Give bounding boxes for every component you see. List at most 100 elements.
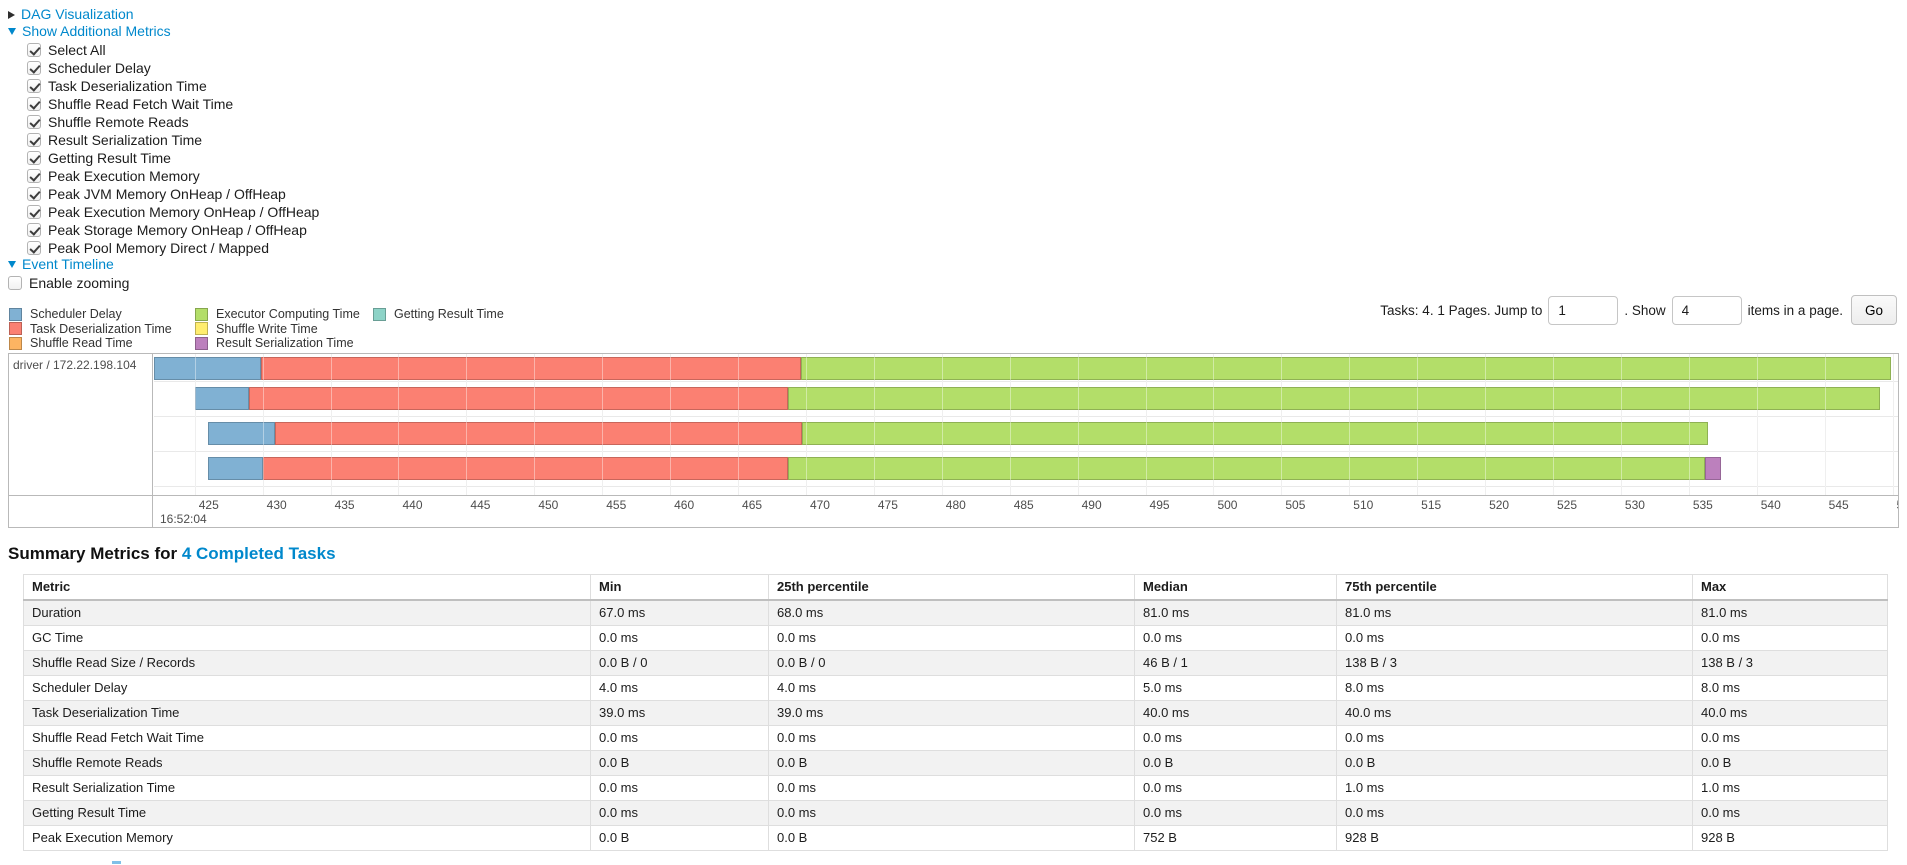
- legend-label: Shuffle Read Time: [30, 336, 133, 351]
- gridline-overlay: [873, 354, 875, 495]
- additional-metrics-checkbox-list: Select All Scheduler Delay Task Deserializ…: [8, 40, 1899, 257]
- metric-value-cell: 0.0 ms: [1134, 625, 1337, 651]
- metric-name-cell: Shuffle Remote Reads: [23, 750, 591, 776]
- dag-visualization-label: DAG Visualization: [21, 6, 134, 22]
- metric-value-cell: 0.0 ms: [768, 625, 1135, 651]
- axis-tick-label: 505: [1285, 498, 1306, 512]
- metric-value-cell: 0.0 ms: [1336, 800, 1693, 826]
- metric-value-cell: 81.0 ms: [1692, 599, 1888, 626]
- dag-visualization-toggle[interactable]: DAG Visualization: [8, 6, 1899, 23]
- timeline-controls: Scheduler Delay Task Deserialization Time…: [8, 291, 1899, 353]
- checkbox-row: Result Serialization Time: [27, 131, 1899, 149]
- metric-value-cell: 0.0 B: [1134, 750, 1337, 776]
- checkbox-row: Peak JVM Memory OnHeap / OffHeap: [27, 185, 1899, 203]
- metric-checkbox[interactable]: [27, 241, 41, 255]
- metric-value-cell: 0.0 ms: [768, 800, 1135, 826]
- axis-tick-label: 470: [809, 498, 830, 512]
- metric-value-cell: 0.0 ms: [1692, 800, 1888, 826]
- metric-checkbox-label: Select All: [48, 42, 106, 58]
- timeline-axis: 16:52:04 425 430 435 440 445 450 455 460 465 470 4…: [154, 496, 1898, 528]
- timeline-bar-segment-scheduler-delay: [154, 357, 262, 380]
- executor-row-label: driver / 172.22.198.104: [13, 358, 137, 372]
- checkbox-row: Peak Execution Memory OnHeap / OffHeap: [27, 203, 1899, 221]
- metric-name-cell: Scheduler Delay: [23, 675, 591, 701]
- legend-column: Executor Computing Time Shuffle Write Tim…: [195, 307, 373, 351]
- gridline-overlay: [1485, 354, 1487, 495]
- enable-zooming-checkbox[interactable]: [8, 275, 22, 290]
- summary-metrics-table: Metric Min 25th percentile Median 75th perce…: [23, 574, 1888, 851]
- gridline-overlay: [1349, 354, 1351, 495]
- metric-value-cell: 81.0 ms: [1134, 599, 1337, 626]
- table-row: Shuffle Remote Reads 0.0 B 0.0 B 0.0 B 0.0 B…: [23, 750, 1888, 776]
- axis-tick-label: 490: [1081, 498, 1102, 512]
- table-row: GC Time 0.0 ms 0.0 ms 0.0 ms 0.0 ms 0.0 ms: [23, 625, 1888, 651]
- metric-checkbox[interactable]: [27, 79, 41, 93]
- metric-value-cell: 0.0 B: [590, 825, 769, 851]
- metric-value-cell: 39.0 ms: [590, 700, 769, 726]
- axis-tick-label: 535: [1692, 498, 1713, 512]
- legend-label: Executor Computing Time: [216, 307, 360, 322]
- axis-tick-label: 425: [198, 498, 219, 512]
- axis-tick-label: 480: [945, 498, 966, 512]
- timeline-group-label-column: driver / 172.22.198.104: [9, 354, 153, 527]
- metric-checkbox[interactable]: [27, 223, 41, 237]
- completed-tasks-link[interactable]: 4 Completed Tasks: [181, 544, 336, 563]
- gridline-overlay: [602, 354, 604, 495]
- enable-zooming-label: Enable zooming: [29, 274, 130, 291]
- gridline-overlay: [1892, 354, 1894, 495]
- table-row: Task Deserialization Time 39.0 ms 39.0 ms 4…: [23, 700, 1888, 726]
- items-per-page-input[interactable]: [1671, 295, 1742, 325]
- executor-computing-swatch-icon: [195, 307, 208, 321]
- table-header-row: Metric Min 25th percentile Median 75th perce…: [23, 574, 1888, 601]
- legend-item: Executor Computing Time: [195, 307, 373, 322]
- event-timeline-label: Event Timeline: [22, 256, 114, 272]
- event-timeline-toggle[interactable]: Event Timeline: [8, 257, 1899, 272]
- metric-checkbox[interactable]: [27, 97, 41, 111]
- checkbox-row: Select All: [27, 41, 1899, 59]
- metric-checkbox[interactable]: [27, 187, 41, 201]
- metric-value-cell: 8.0 ms: [1692, 675, 1888, 701]
- metric-name-cell: Shuffle Read Fetch Wait Time: [23, 725, 591, 751]
- legend-column: Scheduler Delay Task Deserialization Time…: [9, 307, 195, 351]
- scheduler-delay-swatch-icon: [9, 307, 22, 321]
- metric-value-cell: 67.0 ms: [590, 599, 769, 626]
- metric-value-cell: 0.0 ms: [1336, 725, 1693, 751]
- metric-checkbox[interactable]: [27, 115, 41, 129]
- timeline-plot-area: [154, 354, 1898, 495]
- legend-item: Scheduler Delay: [9, 307, 195, 322]
- axis-tick-label: 540: [1760, 498, 1781, 512]
- timeline-bar-segment-scheduler-delay: [208, 422, 275, 445]
- metric-checkbox-label: Peak Storage Memory OnHeap / OffHeap: [48, 222, 307, 238]
- legend-label: Scheduler Delay: [30, 307, 122, 322]
- gridline-overlay: [194, 354, 196, 495]
- legend-label: Task Deserialization Time: [30, 321, 172, 336]
- jump-to-page-input[interactable]: [1548, 295, 1619, 325]
- metric-checkbox[interactable]: [27, 133, 41, 147]
- metric-value-cell: 5.0 ms: [1134, 675, 1337, 701]
- legend-item: Shuffle Write Time: [195, 322, 373, 337]
- legend-item: Task Deserialization Time: [9, 322, 195, 337]
- metric-checkbox[interactable]: [27, 169, 41, 183]
- timeline-axis-line: [9, 495, 1898, 496]
- table-column-header: Median: [1134, 574, 1337, 601]
- metric-checkbox[interactable]: [27, 61, 41, 75]
- axis-tick-label: 475: [877, 498, 898, 512]
- timeline-bar-segment-deserialization: [274, 422, 802, 445]
- table-column-header: 75th percentile: [1336, 574, 1693, 601]
- axis-tick-label: 545: [1828, 498, 1849, 512]
- metric-checkbox[interactable]: [27, 151, 41, 165]
- gridline-overlay: [738, 354, 740, 495]
- go-button[interactable]: Go: [1850, 295, 1897, 325]
- metric-checkbox-label: Scheduler Delay: [48, 60, 151, 76]
- metric-value-cell: 46 B / 1: [1134, 650, 1337, 676]
- axis-tick-label: 495: [1149, 498, 1170, 512]
- metric-name-cell: GC Time: [23, 625, 591, 651]
- metric-value-cell: 0.0 B: [1692, 750, 1888, 776]
- gridline-overlay: [1213, 354, 1215, 495]
- metric-value-cell: 0.0 ms: [590, 625, 769, 651]
- timeline-bar-segment-executor-computing: [788, 387, 1881, 410]
- metric-checkbox[interactable]: [27, 43, 41, 57]
- metric-value-cell: 1.0 ms: [1336, 775, 1693, 801]
- metric-checkbox[interactable]: [27, 205, 41, 219]
- show-additional-metrics-toggle[interactable]: Show Additional Metrics: [8, 23, 1899, 40]
